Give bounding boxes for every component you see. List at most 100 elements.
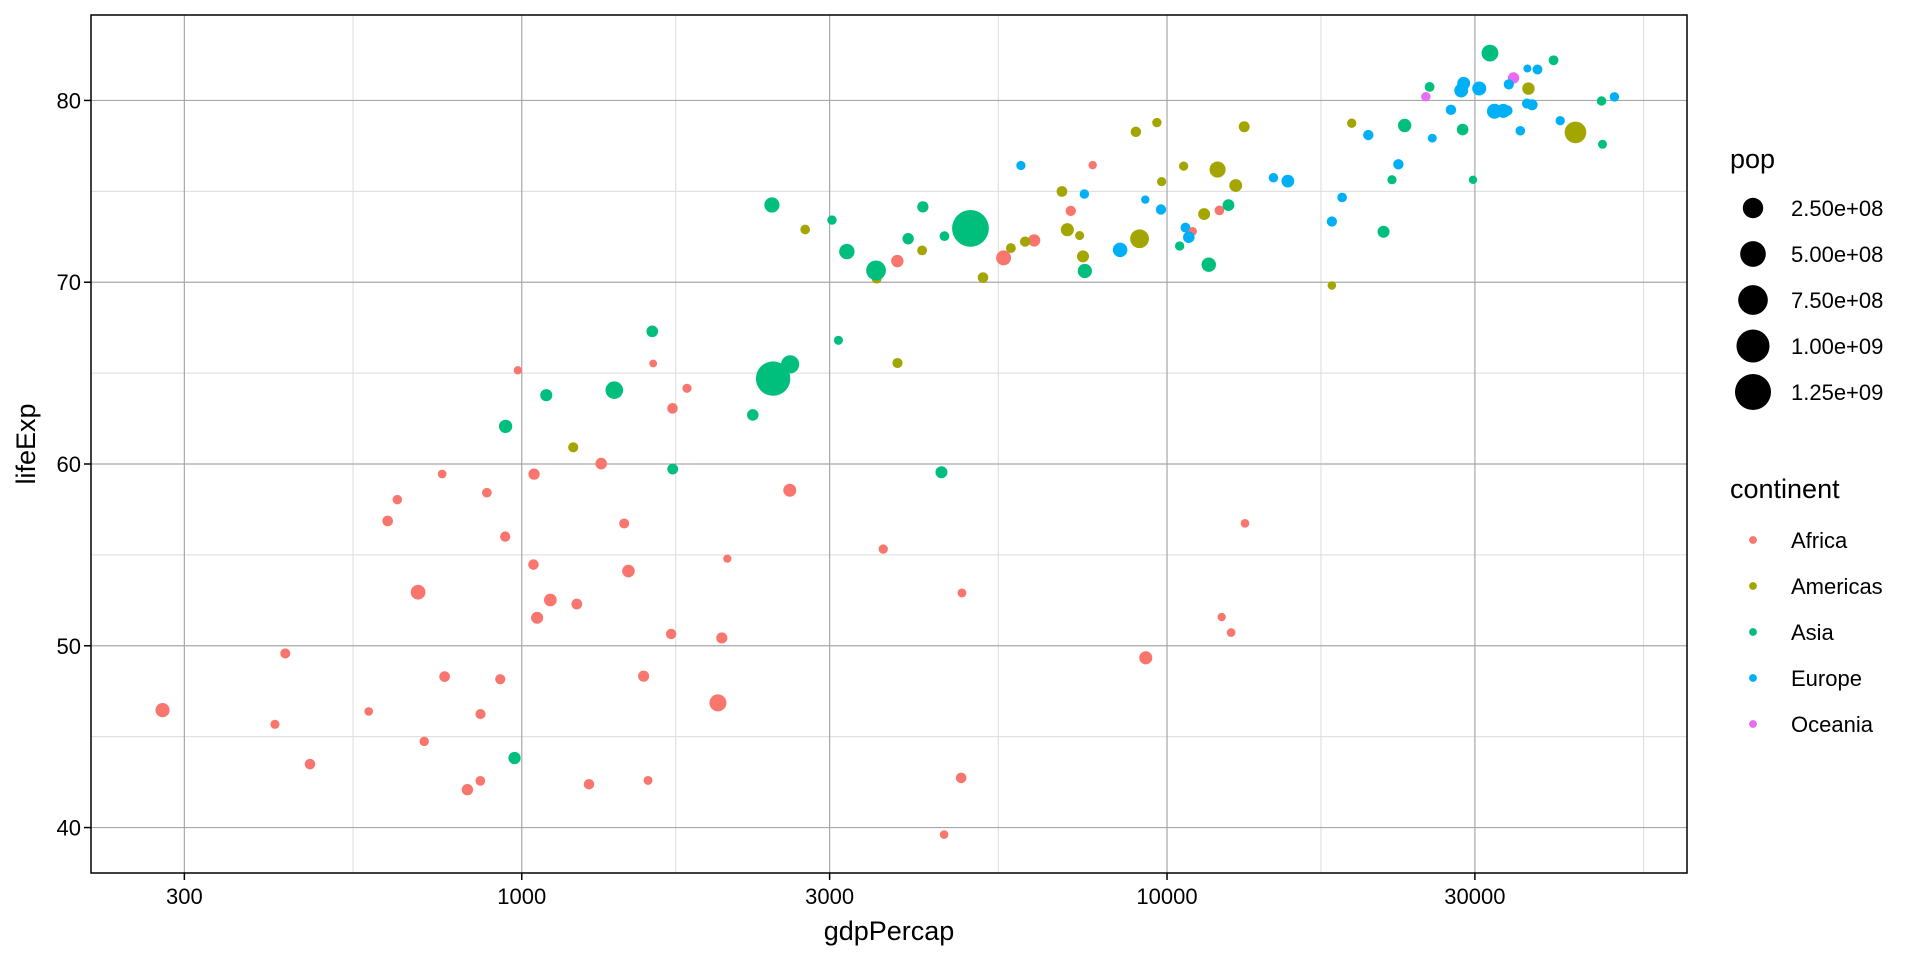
data-point-americas xyxy=(1130,229,1149,249)
data-point-asia xyxy=(646,325,659,338)
plot-panel-border xyxy=(90,14,1688,874)
data-point-africa xyxy=(364,707,374,716)
data-point-africa xyxy=(643,776,653,785)
data-point-africa xyxy=(482,487,492,498)
data-point-europe xyxy=(1427,133,1437,143)
data-point-americas xyxy=(1005,243,1016,254)
data-point-africa xyxy=(891,254,904,268)
data-point-asia xyxy=(1387,175,1397,185)
data-point-africa xyxy=(955,772,967,784)
data-point-africa xyxy=(667,403,678,414)
data-point-europe xyxy=(1555,116,1565,126)
data-point-africa xyxy=(665,628,677,640)
data-point-africa xyxy=(638,670,650,682)
x-tick-label: 10000 xyxy=(1136,884,1197,909)
color-legend-label: Americas xyxy=(1791,574,1883,599)
data-point-africa xyxy=(957,588,967,598)
data-point-europe xyxy=(1472,81,1487,96)
data-point-asia xyxy=(1596,96,1607,106)
x-tick-label: 30000 xyxy=(1444,884,1505,909)
data-point-africa xyxy=(1240,518,1250,528)
data-point-oceania xyxy=(1421,92,1431,102)
data-point-africa xyxy=(475,709,486,720)
data-point-asia xyxy=(917,201,929,213)
color-legend: continent Africa Americas Asia Europe Oceani… xyxy=(1730,474,1883,737)
data-point-africa xyxy=(1214,205,1225,216)
data-point-europe xyxy=(1503,79,1514,90)
x-tick-label: 3000 xyxy=(805,884,854,909)
data-point-asia xyxy=(952,209,989,247)
data-point-asia xyxy=(1377,225,1390,238)
data-point-africa xyxy=(500,531,511,542)
data-point-americas xyxy=(1157,176,1167,187)
data-point-europe xyxy=(1112,242,1128,258)
data-point-europe xyxy=(1268,173,1279,183)
data-point-asia xyxy=(755,361,791,396)
data-point-europe xyxy=(1445,104,1457,116)
data-point-americas xyxy=(917,245,928,256)
y-tick-label: 50 xyxy=(57,634,81,659)
color-legend-label: Asia xyxy=(1791,620,1835,645)
y-tick-label: 40 xyxy=(57,816,81,841)
x-tick-label: 300 xyxy=(166,884,203,909)
size-legend-title: pop xyxy=(1730,144,1775,174)
data-point-asia xyxy=(1077,263,1092,279)
data-point-africa xyxy=(1217,612,1226,622)
y-tick-label: 70 xyxy=(57,270,81,295)
data-point-africa xyxy=(1226,628,1236,637)
data-point-europe xyxy=(1337,192,1347,203)
data-point-americas xyxy=(1075,231,1085,241)
data-point-asia xyxy=(747,409,759,421)
y-axis: 40 50 60 70 80 xyxy=(57,88,91,841)
y-axis-title: lifeExp xyxy=(11,403,41,484)
data-point-americas xyxy=(1130,126,1142,138)
size-legend-label: 5.00e+08 xyxy=(1791,242,1883,267)
data-point-asia xyxy=(1598,139,1608,149)
data-point-africa xyxy=(878,544,888,554)
color-legend-key-americas xyxy=(1749,582,1757,590)
data-point-asia xyxy=(902,232,914,245)
data-point-americas xyxy=(1019,236,1031,247)
data-point-africa xyxy=(439,671,450,682)
color-legend-label: Africa xyxy=(1791,528,1848,553)
data-point-africa xyxy=(996,250,1012,266)
data-point-africa xyxy=(783,483,797,497)
data-point-asia xyxy=(939,231,950,242)
data-point-americas xyxy=(1564,121,1587,144)
data-point-africa xyxy=(419,736,429,747)
data-point-africa xyxy=(495,674,506,685)
data-point-asia xyxy=(839,243,855,260)
data-point-africa xyxy=(682,383,692,393)
data-point-europe xyxy=(1363,129,1374,141)
data-point-africa xyxy=(1088,160,1097,170)
data-point-europe xyxy=(1180,222,1191,233)
data-point-europe xyxy=(1079,189,1090,199)
data-point-asia xyxy=(1481,44,1499,62)
data-point-asia xyxy=(1174,241,1185,251)
data-point-americas xyxy=(1198,208,1211,221)
data-point-africa xyxy=(528,559,539,570)
size-legend-label: 1.25e+09 xyxy=(1791,380,1883,405)
x-tick-label: 1000 xyxy=(497,884,546,909)
data-point-americas xyxy=(1056,186,1068,197)
data-point-americas xyxy=(892,357,903,369)
data-point-europe xyxy=(1155,204,1167,215)
data-point-africa xyxy=(583,778,595,790)
data-point-asia xyxy=(827,215,837,225)
data-point-europe xyxy=(1016,160,1026,171)
color-legend-label: Oceania xyxy=(1791,712,1874,737)
data-point-americas xyxy=(1179,161,1189,171)
data-point-europe xyxy=(1532,64,1543,75)
size-legend-key xyxy=(1742,197,1764,219)
minor-gridlines xyxy=(91,15,1687,873)
data-point-americas xyxy=(1152,117,1162,128)
data-point-europe xyxy=(1609,92,1620,102)
size-legend: pop 2.50e+08 5.00e+08 7.50e+08 1.00e+09 1.25… xyxy=(1730,144,1883,411)
data-point-asia xyxy=(1222,199,1235,212)
data-point-africa xyxy=(595,457,607,470)
color-legend-key-asia xyxy=(1749,628,1757,636)
data-point-americas xyxy=(1522,82,1535,95)
data-point-africa xyxy=(531,611,544,624)
data-point-asia xyxy=(781,355,800,374)
